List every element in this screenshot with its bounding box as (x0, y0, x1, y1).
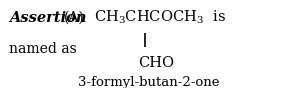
Text: Assertion: Assertion (9, 11, 86, 25)
Text: CHO: CHO (139, 56, 175, 70)
Text: $\mathdefault{CH_3CHCOCH_3}$  is: $\mathdefault{CH_3CHCOCH_3}$ is (94, 9, 226, 26)
Text: 3-formyl-butan-2-one: 3-formyl-butan-2-one (78, 76, 220, 88)
Text: named as: named as (9, 42, 77, 56)
Text: (A): (A) (64, 11, 85, 25)
